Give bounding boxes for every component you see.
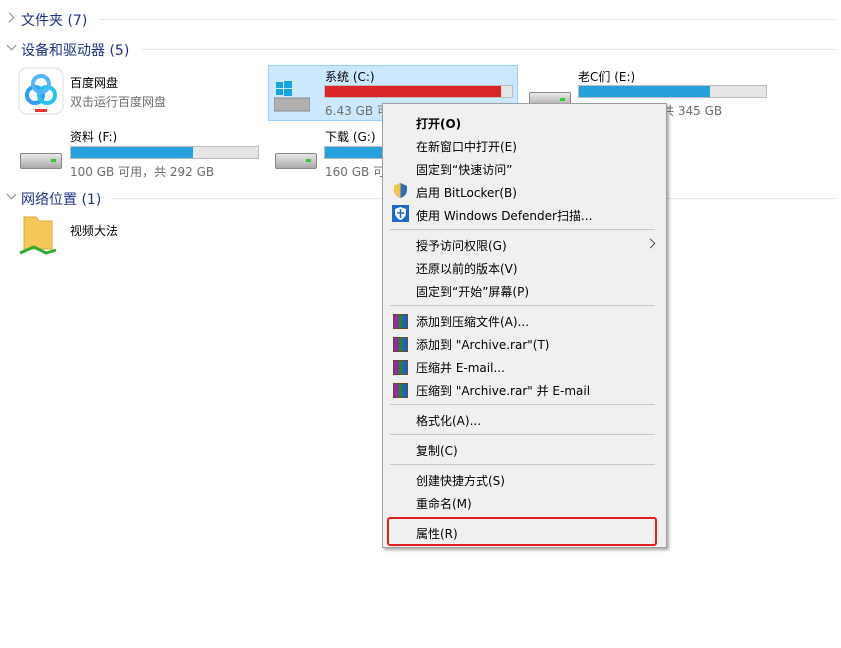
item-name[interactable]: 系统 (C:) (325, 70, 375, 84)
menu-item[interactable]: 重命名(M) (416, 497, 472, 511)
item-name[interactable]: 资料 (F:) (70, 130, 118, 144)
item-detail: 100 GB 可用，共 292 GB (70, 165, 215, 179)
item-name[interactable]: 视频大法 (70, 224, 119, 238)
menu-item[interactable]: 压缩并 E-mail... (416, 361, 505, 375)
menu-item[interactable]: 使用 Windows Defender扫描... (416, 209, 593, 223)
winrar-icon (393, 337, 408, 352)
drive-icon (20, 153, 62, 169)
menu-item[interactable]: 创建快捷方式(S) (416, 474, 505, 488)
menu-item[interactable]: 授予访问权限(G) (416, 239, 507, 253)
menu-item[interactable]: 属性(R) (416, 527, 458, 541)
menu-item[interactable]: 添加到压缩文件(A)... (416, 315, 530, 329)
menu-item[interactable]: 格式化(A)... (416, 414, 482, 428)
menu-item[interactable]: 固定到“开始”屏幕(P) (416, 285, 530, 299)
menu-item[interactable]: 在新窗口中打开(E) (416, 140, 517, 154)
menu-item[interactable]: 添加到 "Archive.rar"(T) (416, 338, 550, 352)
menu-item[interactable]: 打开(O) (416, 117, 462, 131)
item-name[interactable]: 下载 (G:) (325, 130, 376, 144)
network-icon (19, 216, 57, 255)
drive-icon (274, 81, 310, 112)
defender-icon (392, 205, 409, 222)
section-header[interactable]: 网络位置 (1) (21, 192, 102, 208)
item-detail: 双击运行百度网盘 (70, 95, 167, 109)
section-header[interactable]: 文件夹 (7) (21, 13, 88, 29)
winrar-icon (393, 383, 408, 398)
menu-item[interactable]: 还原以前的版本(V) (416, 262, 518, 276)
winrar-icon (393, 314, 408, 329)
context-menu: 打开(O) 在新窗口中打开(E) 固定到“快速访问” 启用 BitLocker(B) 使… (382, 103, 667, 548)
item-name[interactable]: 老C们 (E:) (578, 70, 636, 84)
baidu-icon (18, 67, 64, 115)
section-header[interactable]: 设备和驱动器 (5) (21, 43, 130, 59)
menu-item[interactable]: 固定到“快速访问” (416, 163, 513, 177)
menu-item[interactable]: 复制(C) (416, 444, 458, 458)
menu-item[interactable]: 压缩到 "Archive.rar" 并 E-mail (416, 384, 591, 398)
shield-icon (394, 183, 407, 198)
item-name[interactable]: 百度网盘 (70, 76, 119, 90)
winrar-icon (393, 360, 408, 375)
menu-item[interactable]: 启用 BitLocker(B) (416, 186, 517, 200)
drive-icon (275, 153, 317, 169)
highlight-box (387, 517, 657, 546)
